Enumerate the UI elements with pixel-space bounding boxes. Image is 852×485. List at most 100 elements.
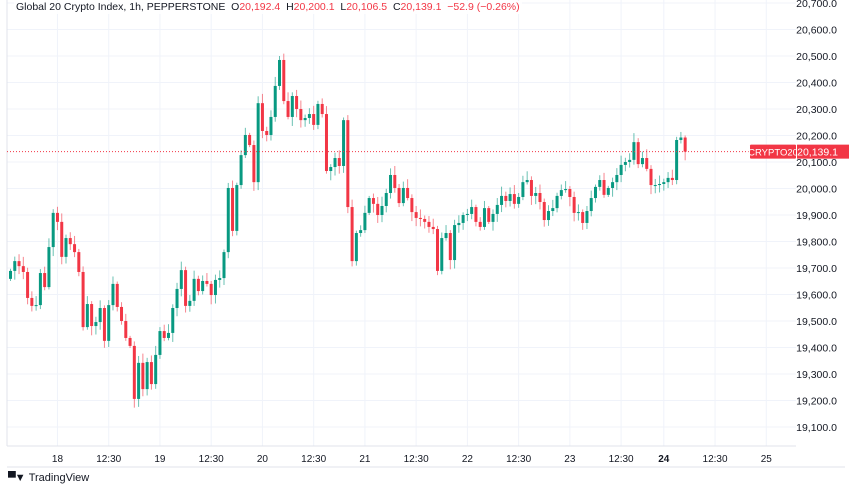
candle-body	[598, 180, 602, 187]
open-value: 20,192.4	[239, 1, 281, 13]
candle	[350, 199, 354, 267]
close-label: C	[392, 1, 401, 13]
candle	[98, 300, 102, 330]
candle	[363, 205, 367, 234]
candle-body	[559, 190, 563, 196]
candle	[256, 96, 260, 191]
y-tick-label: 20,200.0	[796, 131, 837, 143]
candle-body	[666, 177, 670, 183]
candle	[166, 324, 170, 341]
candle	[299, 100, 303, 128]
candle-body	[141, 362, 145, 390]
candle	[145, 357, 149, 396]
x-tick-label: 12:30	[301, 454, 326, 465]
candle-body	[342, 120, 346, 166]
candle-body	[525, 180, 529, 183]
candle-body	[380, 205, 384, 215]
candle-body	[376, 203, 380, 215]
candle-body	[21, 266, 25, 272]
close-value: 20,139.1	[400, 1, 442, 13]
candle-body	[410, 198, 414, 213]
x-tick-label: 22	[462, 454, 474, 465]
candle	[576, 204, 580, 221]
candle-body	[572, 196, 576, 213]
candle-body	[500, 195, 504, 205]
candle-body	[137, 362, 141, 399]
candle-body	[436, 229, 439, 271]
symbol-title: Global 20 Crypto Index, 1h, PEPPERSTONE	[16, 1, 226, 13]
candle-body	[90, 304, 94, 327]
x-tick-label: 20	[257, 454, 269, 465]
candle-body	[17, 261, 21, 267]
y-tick-label: 20,700.0	[796, 0, 837, 10]
candle-body	[564, 189, 568, 191]
candle	[380, 196, 384, 223]
candle-body	[269, 116, 273, 135]
candle-body	[128, 337, 132, 346]
candle-body	[623, 162, 627, 165]
candle-body	[26, 271, 30, 298]
y-tick-label: 20,600.0	[796, 25, 837, 37]
candle	[192, 270, 196, 306]
candle	[512, 185, 516, 209]
candle	[201, 275, 205, 295]
candle-body	[581, 212, 585, 223]
x-tick-label: 12:30	[199, 454, 224, 465]
candle	[572, 191, 576, 222]
candle	[260, 93, 264, 139]
candle-body	[521, 182, 525, 197]
candle	[465, 208, 469, 222]
candle	[683, 135, 687, 161]
candle-body	[542, 202, 546, 221]
candle-body	[145, 362, 149, 390]
candle-body	[653, 185, 657, 187]
candle-body	[154, 354, 158, 385]
candle-body	[418, 217, 422, 219]
y-tick-label: 20,100.0	[796, 157, 837, 169]
candle-body	[589, 198, 593, 212]
candle	[188, 295, 192, 312]
candle	[585, 205, 589, 230]
candle-body	[547, 211, 551, 221]
candle	[619, 155, 623, 183]
candle-body	[389, 174, 393, 194]
candle-body	[184, 270, 188, 306]
candle	[154, 345, 158, 389]
candle-body	[55, 212, 59, 222]
candle	[213, 274, 217, 304]
candle-body	[534, 193, 538, 196]
candle	[470, 199, 474, 220]
candle	[551, 199, 555, 217]
candle	[384, 188, 388, 213]
candle-body	[632, 142, 636, 160]
candle-body	[60, 221, 64, 257]
candle-body	[508, 194, 512, 201]
candle	[427, 216, 431, 233]
candle	[649, 165, 653, 195]
candle	[342, 117, 346, 173]
candle	[55, 206, 59, 231]
candle	[623, 157, 627, 172]
candle	[448, 230, 452, 270]
candle-body	[393, 174, 397, 188]
candle-body	[529, 180, 533, 196]
candle	[632, 133, 636, 165]
candle-body	[619, 164, 623, 175]
candle-body	[9, 270, 12, 279]
time-axis[interactable]: 18 12:30 19 12:30 20 12:30 21 12:30 22 12:30 23 12:…	[52, 454, 772, 465]
candle	[179, 261, 183, 297]
candle	[474, 204, 478, 227]
candle	[290, 92, 294, 126]
high-value: 20,200.1	[293, 1, 335, 13]
candle-body	[13, 261, 17, 271]
candle	[21, 256, 25, 280]
candle-body	[111, 283, 115, 306]
x-tick-label: 12:30	[506, 454, 531, 465]
candle	[593, 184, 597, 203]
candle-body	[517, 196, 521, 204]
tradingview-brand[interactable]: ▀▼ TradingView	[8, 472, 89, 484]
price-axis[interactable]: 19,100.0 19,200.0 19,300.0 19,400.0 19,500.0…	[796, 0, 837, 434]
candle	[397, 183, 401, 208]
candle-body	[363, 212, 367, 231]
